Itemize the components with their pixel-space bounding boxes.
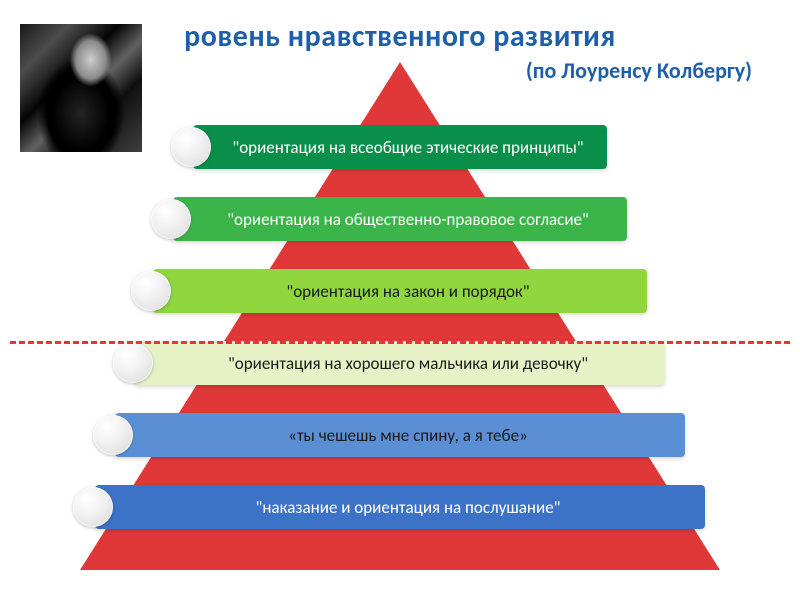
- bullet-icon: [171, 127, 211, 167]
- bullet-icon: [131, 271, 171, 311]
- bullet-icon: [151, 199, 191, 239]
- level-label: "ориентация на закон и порядок": [181, 281, 647, 302]
- level-label: "ориентация на общественно-правовое согл…: [201, 209, 627, 230]
- level-4: "ориентация на закон и порядок": [153, 269, 647, 313]
- dashed-divider: [10, 341, 790, 344]
- level-5: "ориентация на общественно-правовое согл…: [173, 197, 627, 241]
- level-1: "наказание и ориентация на послушание": [95, 485, 705, 529]
- level-label: "наказание и ориентация на послушание": [123, 497, 705, 518]
- level-label: "ориентация на всеобщие этические принци…: [221, 137, 607, 158]
- level-2: «ты чешешь мне спину, а я тебе»: [115, 413, 685, 457]
- bullet-icon: [93, 415, 133, 455]
- page-title: ровень нравственного развития: [0, 18, 800, 55]
- level-6: "ориентация на всеобщие этические принци…: [193, 125, 607, 169]
- level-3: "ориентация на хорошего мальчика или дев…: [135, 341, 665, 385]
- level-label: «ты чешешь мне спину, а я тебе»: [143, 425, 685, 446]
- level-label: "ориентация на хорошего мальчика или дев…: [163, 353, 665, 374]
- bullet-icon: [73, 487, 113, 527]
- bullet-icon: [113, 343, 153, 383]
